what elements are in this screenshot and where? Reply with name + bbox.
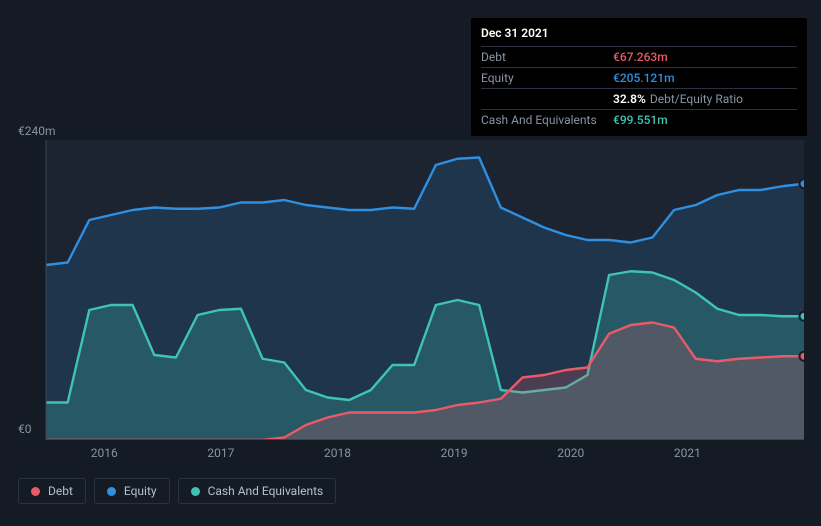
x-axis-tick-label: 2019: [441, 446, 468, 460]
tooltip-label: Cash And Equivalents: [481, 113, 613, 127]
chart-legend: Debt Equity Cash And Equivalents: [18, 478, 336, 504]
legend-label: Equity: [124, 484, 157, 498]
legend-label: Debt: [48, 484, 73, 498]
tooltip-value: €67.263m: [613, 50, 668, 64]
tooltip-row-cash: Cash And Equivalents €99.551m: [481, 109, 797, 130]
legend-dot-icon: [191, 487, 200, 496]
debt-equity-chart[interactable]: [18, 140, 804, 440]
tooltip-label: Equity: [481, 71, 613, 85]
legend-dot-icon: [107, 487, 116, 496]
legend-dot-icon: [31, 487, 40, 496]
x-axis-tick-label: 2021: [674, 446, 701, 460]
legend-item-cash[interactable]: Cash And Equivalents: [178, 478, 337, 504]
tooltip-row-ratio: 32.8% Debt/Equity Ratio: [481, 88, 797, 109]
x-axis-tick-label: 2018: [324, 446, 351, 460]
x-axis-tick-label: 2016: [91, 446, 118, 460]
legend-item-equity[interactable]: Equity: [94, 478, 170, 504]
tooltip-value: €205.121m: [613, 71, 675, 85]
legend-label: Cash And Equivalents: [208, 484, 324, 498]
tooltip-label: Debt: [481, 50, 613, 64]
x-axis-tick-label: 2020: [557, 446, 584, 460]
tooltip-row-debt: Debt €67.263m: [481, 46, 797, 67]
ratio-label: Debt/Equity Ratio: [650, 92, 743, 106]
tooltip-row-equity: Equity €205.121m: [481, 67, 797, 88]
ratio-percent: 32.8%: [613, 92, 646, 106]
x-axis-tick-label: 2017: [207, 446, 234, 460]
y-axis-max-label: €240m: [18, 124, 56, 138]
tooltip-date: Dec 31 2021: [481, 26, 797, 46]
tooltip-value: €99.551m: [613, 113, 668, 127]
legend-item-debt[interactable]: Debt: [18, 478, 86, 504]
x-axis-labels: 2016 2017 2018 2019 2020 2021: [18, 446, 804, 464]
chart-tooltip: Dec 31 2021 Debt €67.263m Equity €205.12…: [471, 18, 807, 136]
